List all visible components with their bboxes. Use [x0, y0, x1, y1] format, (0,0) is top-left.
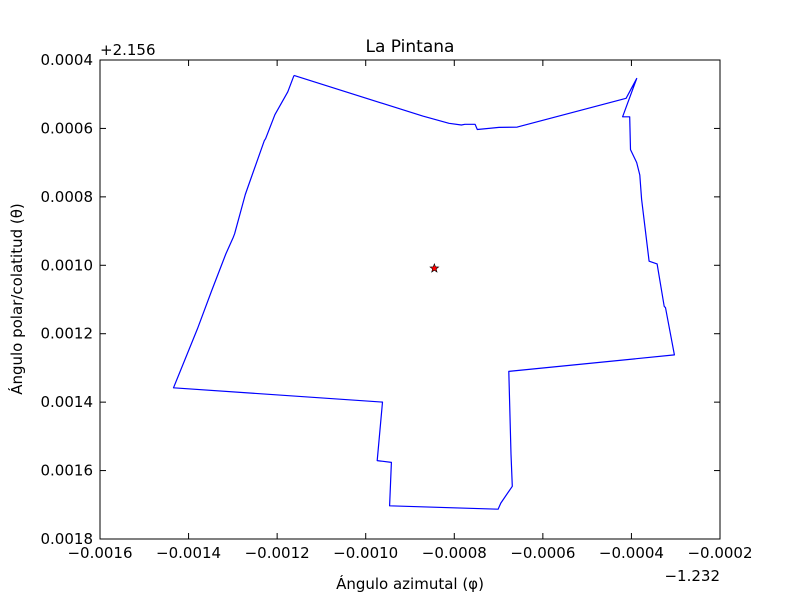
y-tick-label: 0.0010 — [41, 256, 94, 274]
x-tick-label: −0.0014 — [156, 544, 221, 562]
y-tick-label: 0.0012 — [41, 325, 94, 343]
x-tick-label: −0.0004 — [599, 544, 664, 562]
x-tick-label: −0.0002 — [687, 544, 752, 562]
y-tick-label: 0.0004 — [41, 51, 94, 69]
x-tick-label: −0.0008 — [422, 544, 487, 562]
x-tick-label: −0.0012 — [245, 544, 310, 562]
plot-frame — [99, 59, 721, 540]
x-axis-label: Ángulo azimutal (φ) — [336, 574, 484, 593]
y-tick-label: 0.0018 — [41, 530, 94, 548]
boundary-line — [172, 74, 676, 510]
y-offset-label: +2.156 — [100, 41, 156, 59]
x-tick-label: −0.0016 — [67, 544, 132, 562]
y-axis-ticks: 0.0004 0.0006 0.0008 0.0010 0.0012 0.0014 0.00… — [41, 51, 720, 548]
y-tick-label: 0.0006 — [41, 119, 94, 137]
y-tick-label: 0.0016 — [41, 462, 94, 480]
x-offset-label: −1.232 — [664, 567, 720, 585]
center-star-marker — [429, 263, 440, 273]
y-tick-label: 0.0014 — [41, 393, 94, 411]
plot-series — [172, 74, 676, 510]
x-axis-ticks: −0.0016 −0.0014 −0.0012 −0.0010 −0.0008 −0.00… — [67, 60, 753, 562]
y-tick-label: 0.0008 — [41, 188, 94, 206]
y-axis-label: Ángulo polar/colatitud (θ) — [7, 203, 26, 395]
x-tick-label: −0.0010 — [333, 544, 398, 562]
x-tick-label: −0.0006 — [510, 544, 575, 562]
chart-title: La Pintana — [366, 37, 455, 57]
